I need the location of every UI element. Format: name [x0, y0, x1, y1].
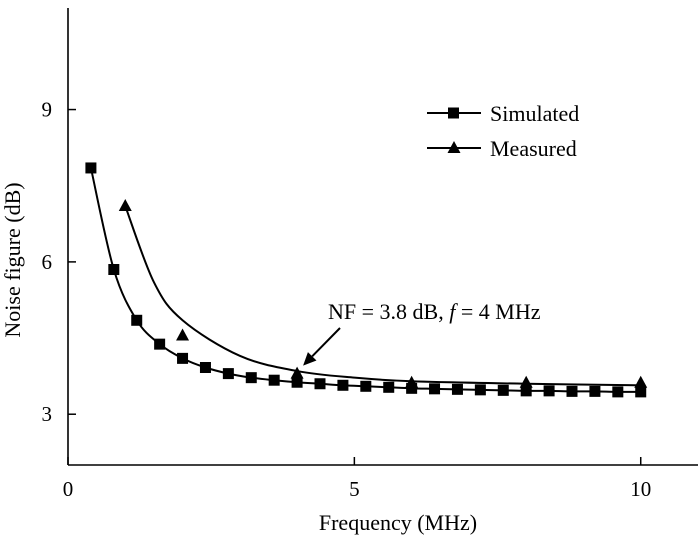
simulated-point-7 — [245, 372, 257, 384]
measured-point-1 — [176, 328, 190, 341]
simulated-point-17 — [474, 384, 486, 396]
y-tick-label-9: 9 — [42, 98, 53, 122]
simulated-point-8 — [268, 374, 280, 386]
measured-point-4 — [519, 375, 533, 388]
simulated-point-19 — [520, 385, 532, 397]
simulated-point-23 — [612, 386, 624, 398]
measured-point-3 — [405, 375, 419, 388]
axes — [67, 8, 698, 466]
x-tick-label-10: 10 — [630, 477, 651, 501]
series-markers — [85, 162, 648, 398]
legend-label-simulated: Simulated — [490, 101, 579, 126]
simulated-point-9 — [291, 376, 303, 388]
annotation-text: NF = 3.8 dB, f = 4 MHz — [328, 299, 541, 324]
simulated-point-16 — [451, 383, 463, 395]
simulated-point-18 — [497, 384, 509, 396]
legend-marker-measured — [447, 141, 461, 153]
annotation-italic: f — [449, 299, 458, 324]
series-curves — [89, 167, 641, 393]
simulated-point-22 — [589, 385, 601, 397]
simulated-point-10 — [314, 378, 326, 390]
x-tick-label-5: 5 — [349, 477, 360, 501]
simulated-point-14 — [406, 382, 418, 394]
legend: Simulated Measured — [427, 101, 579, 161]
y-axis-title: Noise figure (dB) — [0, 182, 25, 337]
x-axis-title: Frequency (MHz) — [319, 510, 477, 535]
legend-item-simulated: Simulated — [427, 101, 579, 126]
simulated-point-20 — [543, 385, 555, 397]
axis-ticks: 0 5 10 3 6 9 — [42, 98, 652, 501]
measured-point-0 — [118, 199, 132, 212]
simulated-point-13 — [383, 381, 395, 393]
annotation: NF = 3.8 dB, f = 4 MHz — [303, 299, 541, 366]
simulated-point-12 — [360, 380, 372, 392]
simulated-point-21 — [566, 385, 578, 397]
legend-marker-simulated — [448, 107, 459, 119]
annotation-arrow-head — [303, 352, 317, 366]
simulated-point-11 — [337, 379, 349, 391]
measured-point-5 — [634, 375, 648, 388]
simulated-point-1 — [108, 264, 120, 276]
simulated-point-3 — [154, 338, 166, 350]
series-line-measured — [124, 205, 641, 387]
simulated-point-2 — [131, 314, 143, 326]
simulated-point-5 — [199, 362, 211, 374]
simulated-point-15 — [429, 383, 441, 395]
simulated-point-4 — [177, 352, 189, 364]
legend-item-measured: Measured — [427, 136, 577, 161]
x-tick-label-0: 0 — [63, 477, 74, 501]
measured-point-2 — [290, 366, 304, 379]
annotation-arrow — [303, 327, 341, 366]
y-tick-label-6: 6 — [42, 250, 53, 274]
simulated-point-0 — [85, 162, 97, 174]
annotation-prefix: NF = 3.8 dB, — [328, 299, 449, 324]
y-tick-label-3: 3 — [42, 402, 53, 426]
legend-label-measured: Measured — [490, 136, 577, 161]
annotation-suffix: = 4 MHz — [455, 299, 540, 324]
simulated-point-24 — [635, 386, 647, 398]
annotation-arrow-shaft — [311, 327, 341, 358]
simulated-point-6 — [222, 368, 234, 380]
series-line-simulated — [89, 167, 641, 393]
